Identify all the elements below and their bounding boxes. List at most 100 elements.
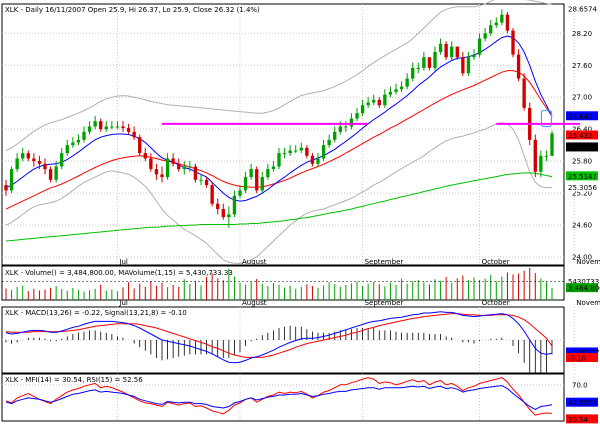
candle-body [199, 179, 203, 181]
candle-body [360, 105, 365, 114]
candle-body [65, 145, 69, 154]
candle-body [149, 158, 153, 170]
candle-body [355, 113, 359, 119]
candle-body [466, 57, 471, 74]
month-axis-labels: Jul Jul August August September September Octo… [118, 258, 600, 307]
candle-body [121, 126, 125, 129]
osc-last-mfi: 30.54 [568, 416, 589, 424]
candle-body [87, 126, 92, 132]
oscillator-grid [2, 374, 575, 421]
candle-body [143, 153, 147, 159]
candle-body [71, 142, 75, 146]
candle-body [522, 78, 526, 108]
price-last-ma-mid-bg [566, 130, 598, 140]
price-last-top: 28.6574 [568, 5, 597, 13]
osc-tick-label: 70.0 [572, 381, 588, 389]
candle-body [550, 133, 554, 156]
candle-body [277, 153, 281, 167]
candle-body [249, 169, 253, 178]
candle-body [54, 166, 58, 180]
candle-body [193, 166, 198, 180]
month-label: October [482, 258, 510, 266]
price-last-close-bg [566, 142, 598, 152]
macd-last-value: -0.20777 [568, 349, 599, 357]
month-label: August [242, 258, 267, 266]
candle-body [138, 137, 142, 154]
candle-body [4, 185, 8, 191]
candle-body [483, 33, 487, 39]
macd-last-signal-bg [566, 353, 598, 362]
volume-last-value-bg [566, 283, 598, 293]
candle-body [227, 214, 231, 218]
candle-body [511, 30, 515, 55]
candle-body [266, 169, 270, 178]
ma-long-line [5, 172, 553, 242]
candle-body [416, 67, 420, 69]
price-panel [1, 3, 565, 266]
month-label-volume: September [365, 299, 404, 307]
candle-body [171, 158, 175, 164]
candle-body [243, 177, 248, 191]
candle-body [177, 163, 181, 170]
candle-body [444, 43, 448, 58]
price-tick-label: 24.60 [572, 222, 592, 230]
price-last-ma-short-bg [566, 111, 598, 121]
candle-body [544, 155, 549, 157]
candle-body [516, 54, 521, 79]
candle-body [411, 67, 415, 79]
candle-body [394, 89, 398, 92]
candle-body [372, 99, 376, 103]
rsi-line [5, 385, 553, 410]
candle-body [271, 166, 276, 170]
macd-last-signal: -0.10 [568, 355, 586, 363]
chart-title: XLK - Daily 16/11/2007 Open 25.9, Hi 26.… [5, 6, 260, 14]
bollinger-bands [5, 0, 553, 264]
candle-body [472, 54, 476, 58]
month-label: Jul [118, 258, 128, 266]
candle-body [288, 150, 292, 154]
candle-body [316, 158, 320, 164]
candle-body [182, 166, 186, 170]
mfi-line [5, 377, 553, 416]
price-tick-label: 24.00 [572, 254, 592, 262]
candle-body [154, 169, 159, 175]
candle-body [333, 131, 337, 140]
price-tick-label: 25.80 [572, 158, 592, 166]
macd-lines [5, 311, 553, 364]
candle-body [110, 126, 114, 128]
macd-line [5, 311, 553, 364]
candle-body [539, 155, 543, 172]
candle-body [60, 153, 64, 167]
price-last-close: 26.32 [568, 144, 588, 152]
price-annotations [162, 109, 580, 128]
candle-body [338, 126, 342, 132]
candle-body [344, 126, 348, 128]
candle-body [327, 139, 331, 146]
mfi-rsi-panel [1, 373, 565, 422]
price-last-ma-long: 25.5147 [568, 173, 597, 181]
macd-label: XLK - MACD(13,26) = -0.22, Signal(13,21,… [5, 309, 187, 317]
month-label: September [365, 258, 404, 266]
candle-body [505, 14, 510, 31]
price-last-band-low: 25.3056 [568, 184, 597, 192]
volume-label: XLK - Volume() = 3,484,800.00, MAVolume(… [5, 269, 233, 277]
candle-body [294, 150, 298, 152]
candle-body [160, 174, 164, 178]
volume-last-ma-bg [566, 276, 598, 286]
price-last-ma-long-bg [566, 171, 598, 181]
price-tick-label: 27.60 [572, 62, 592, 70]
moving-averages [5, 35, 553, 242]
candle-body [450, 46, 454, 58]
month-label: November [576, 258, 600, 266]
candle-body [238, 190, 242, 196]
volume-last-value: 3,484,800 [568, 285, 600, 293]
candle-body [377, 99, 381, 106]
candle-body [115, 126, 120, 128]
candle-body [126, 128, 131, 132]
osc-last-rsi: 42.5555 [568, 399, 597, 407]
month-label-volume: October [482, 299, 510, 307]
candle-body [422, 57, 426, 68]
candle-body [383, 94, 387, 106]
bollinger-lower-line [5, 122, 553, 264]
